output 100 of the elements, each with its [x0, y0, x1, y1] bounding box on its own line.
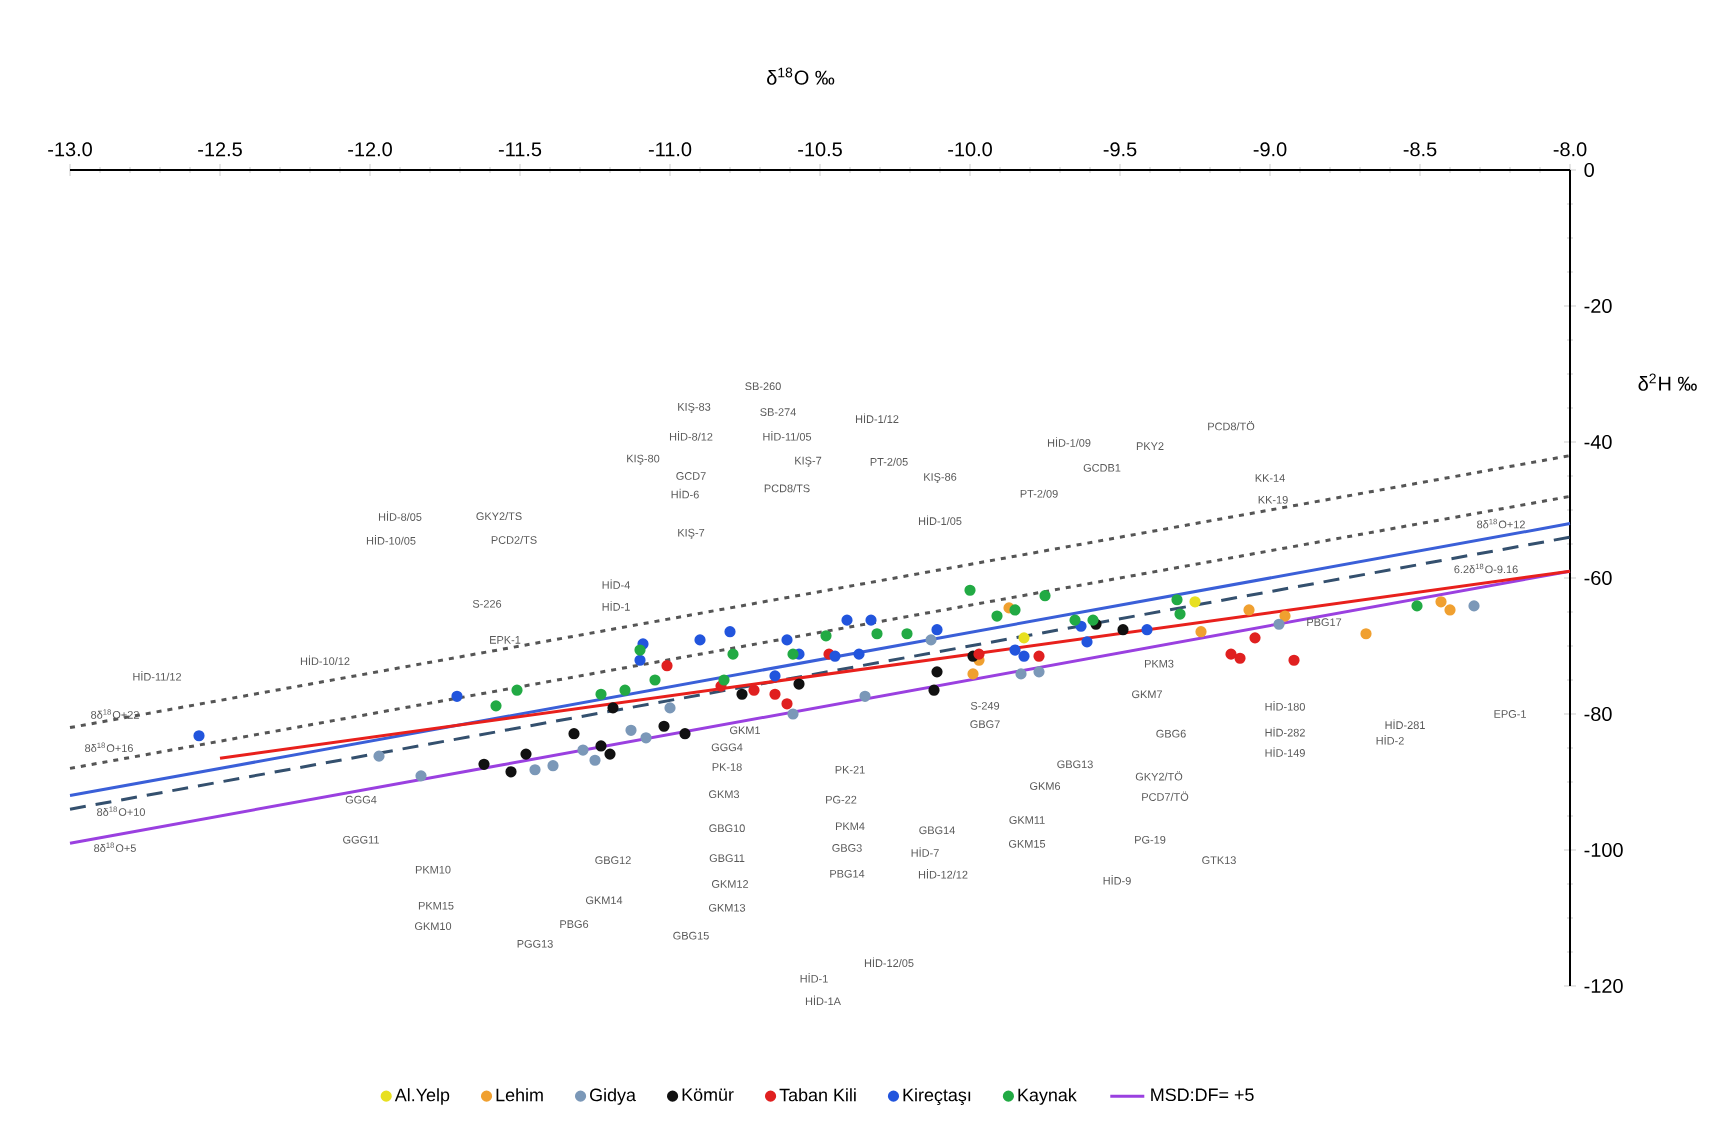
- point: [529, 764, 541, 776]
- point: [820, 630, 832, 642]
- point: [1435, 596, 1447, 608]
- point: [1195, 626, 1207, 638]
- x-tick-label: -10.5: [798, 142, 842, 157]
- point: [859, 690, 871, 702]
- point: [973, 648, 985, 660]
- point: [769, 670, 781, 682]
- legend-label: Taban Kili: [779, 1088, 856, 1102]
- point: [871, 628, 883, 640]
- point: [664, 702, 676, 714]
- point: [1117, 624, 1129, 636]
- point: [736, 688, 748, 700]
- point: [634, 654, 646, 666]
- point: [991, 610, 1003, 622]
- point: [625, 724, 637, 736]
- point: [520, 748, 532, 760]
- legend-label: Kireçtaşı: [903, 1088, 971, 1105]
- point: [595, 740, 607, 752]
- point: [1249, 632, 1261, 644]
- point: [931, 666, 943, 678]
- point: [1360, 628, 1372, 640]
- point: [679, 728, 691, 740]
- point: [595, 688, 607, 700]
- y-tick-label: -60: [1584, 570, 1612, 586]
- point: [1411, 600, 1423, 612]
- x-tick-label: -11.0: [648, 142, 692, 157]
- point: [1174, 608, 1186, 620]
- point: [1081, 636, 1093, 648]
- point: [694, 634, 706, 646]
- x-tick-label: -9.0: [1253, 142, 1287, 157]
- point: [373, 750, 385, 762]
- point: [1234, 652, 1246, 664]
- x-tick-label: -13.0: [48, 142, 92, 157]
- point: [1189, 596, 1201, 608]
- point: [1225, 648, 1237, 660]
- x-tick-label: -11.5: [498, 142, 542, 157]
- point: [1033, 666, 1045, 678]
- x-tick-label: -12.0: [348, 142, 392, 157]
- point: [901, 628, 913, 640]
- y-axis-title: δ$^{2}$H ‰: [1638, 373, 1697, 391]
- point: [1018, 632, 1030, 644]
- y-tick-label: -20: [1584, 298, 1612, 314]
- x-tick-label: -9.5: [1103, 142, 1137, 157]
- point: [1075, 620, 1087, 632]
- point: [649, 674, 661, 686]
- point: [781, 634, 793, 646]
- point: [787, 648, 799, 660]
- point: [1015, 668, 1027, 680]
- y-tick-label: -120: [1584, 978, 1623, 994]
- y-tick-label: -100: [1584, 842, 1623, 858]
- point: [1243, 604, 1255, 616]
- point: [1468, 600, 1480, 612]
- point: [568, 728, 580, 740]
- point: [793, 678, 805, 690]
- x-tick-label: -12.5: [198, 142, 242, 157]
- point: [634, 644, 646, 656]
- point: [619, 684, 631, 696]
- point: [925, 634, 937, 646]
- y-tick-label: 0: [1584, 162, 1594, 178]
- point: [787, 708, 799, 720]
- point: [1279, 610, 1291, 622]
- point: [964, 584, 976, 596]
- point: [1141, 624, 1153, 636]
- point: [604, 748, 616, 760]
- point: [928, 684, 940, 696]
- legend-label: Lehim: [496, 1088, 543, 1102]
- y-tick-label: -80: [1584, 706, 1612, 722]
- point: [724, 626, 736, 638]
- point: [658, 720, 670, 732]
- legend-label: Kömür: [682, 1088, 734, 1102]
- point: [1288, 654, 1300, 666]
- legend-label: Kaynak: [1018, 1088, 1077, 1105]
- point: [1009, 644, 1021, 656]
- legend-label: Gidya: [590, 1088, 636, 1105]
- point: [841, 614, 853, 626]
- point: [1009, 604, 1021, 616]
- point: [589, 754, 601, 766]
- point: [1018, 650, 1030, 662]
- point: [727, 648, 739, 660]
- point: [853, 648, 865, 660]
- legend-label: MSD:DF= +5: [1151, 1088, 1254, 1102]
- point: [1171, 594, 1183, 606]
- point: [451, 690, 463, 702]
- point: [577, 744, 589, 756]
- point: [607, 702, 619, 714]
- point: [829, 650, 841, 662]
- point: [1273, 618, 1285, 630]
- x-tick-label: -8.5: [1403, 142, 1437, 157]
- legend-label: Al.Yelp: [394, 1088, 450, 1105]
- point: [490, 700, 502, 712]
- point: [1039, 590, 1051, 602]
- point: [1069, 614, 1081, 626]
- point: [1444, 604, 1456, 616]
- x-tick-label: -10.0: [948, 142, 992, 157]
- point: [415, 770, 427, 782]
- point: [511, 684, 523, 696]
- point: [1033, 650, 1045, 662]
- x-axis-title: δ$^{18}$O ‰: [767, 67, 835, 85]
- point: [769, 688, 781, 700]
